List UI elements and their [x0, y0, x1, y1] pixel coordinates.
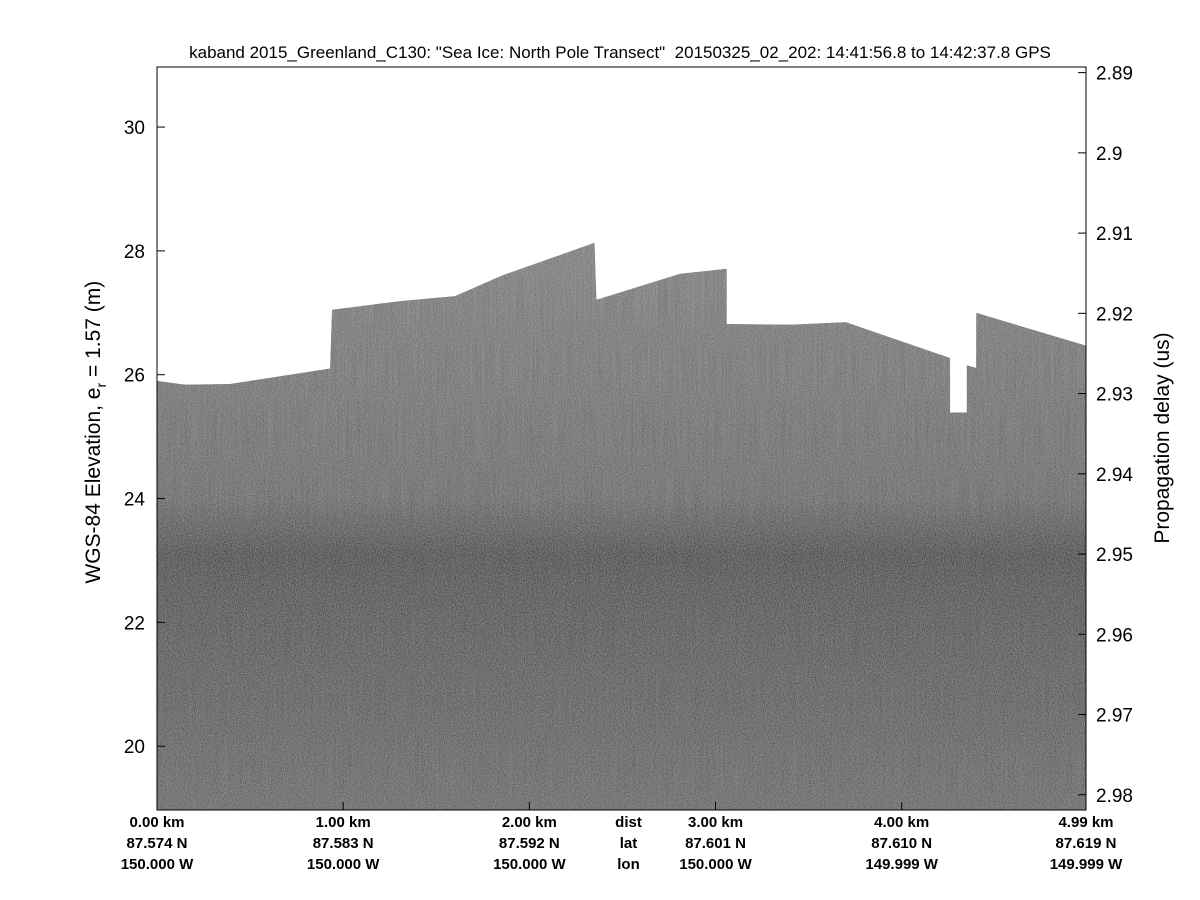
- y-tick-label: 30: [124, 118, 145, 139]
- y2-tick-label: 2.98: [1096, 786, 1133, 807]
- plot-frame: [156, 66, 1087, 811]
- x-tick-label: 2.00 km: [502, 814, 557, 831]
- y-tick-label: 26: [124, 366, 145, 387]
- y2-tick-label: 2.96: [1096, 625, 1133, 646]
- row-name: lat: [620, 835, 638, 852]
- echogram-layer: [157, 242, 1086, 811]
- y-tick-label: 20: [124, 737, 145, 758]
- lat-label: 87.592 N: [499, 835, 560, 852]
- lat-label: 87.574 N: [127, 835, 188, 852]
- lon-label: 150.000 W: [493, 856, 566, 873]
- lon-label: 150.000 W: [679, 856, 752, 873]
- lat-label: 87.601 N: [685, 835, 746, 852]
- y2-tick-label: 2.94: [1096, 465, 1133, 486]
- x-tick-label: 4.99 km: [1058, 814, 1113, 831]
- row-name: dist: [615, 814, 642, 831]
- y-tick-label: 22: [124, 613, 145, 634]
- lat-label: 87.610 N: [871, 835, 932, 852]
- x-tick-label: 3.00 km: [688, 814, 743, 831]
- y2-tick-label: 2.93: [1096, 385, 1133, 406]
- echogram: [157, 242, 1086, 811]
- y-tick-label: 28: [124, 242, 145, 263]
- lon-label: 150.000 W: [121, 856, 194, 873]
- lat-label: 87.619 N: [1056, 835, 1117, 852]
- row-name: lon: [617, 856, 640, 873]
- y2-tick-label: 2.92: [1096, 304, 1133, 325]
- y-axis-label-part: WGS-84 Elevation, e: [82, 388, 105, 584]
- y-axis-label-subscript: r: [93, 383, 109, 388]
- y2-tick-label: 2.89: [1096, 64, 1133, 85]
- x-tick-label: 0.00 km: [129, 814, 184, 831]
- y-axis-label-part: = 1.57 (m): [82, 281, 105, 383]
- x-tick-label: 1.00 km: [316, 814, 371, 831]
- y2-axis-label: Propagation delay (us): [1151, 332, 1174, 543]
- y-tick-label: 24: [124, 490, 146, 511]
- lon-label: 149.999 W: [1050, 856, 1123, 873]
- lon-label: 149.999 W: [865, 856, 938, 873]
- lon-label: 150.000 W: [307, 856, 380, 873]
- x-tick-label: 4.00 km: [874, 814, 929, 831]
- lat-label: 87.583 N: [313, 835, 374, 852]
- y2-tick-label: 2.97: [1096, 706, 1133, 727]
- y2-tick-label: 2.9: [1096, 144, 1122, 165]
- y2-tick-label: 2.95: [1096, 545, 1133, 566]
- y2-tick-label: 2.91: [1096, 224, 1133, 245]
- chart-title: kaband 2015_Greenland_C130: "Sea Ice: No…: [189, 43, 1051, 62]
- y-axis-label: WGS-84 Elevation, er = 1.57 (m): [82, 263, 109, 613]
